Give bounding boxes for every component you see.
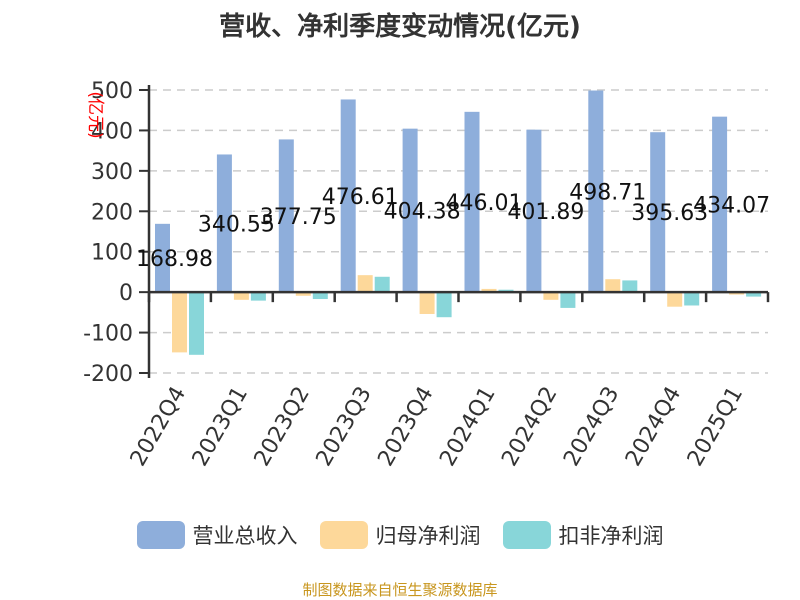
y-tick-label: 400 <box>91 119 133 144</box>
bar-1-2024Q1 <box>481 288 497 293</box>
y-tick-label: 0 <box>119 281 133 306</box>
bar-2-2023Q2 <box>312 292 328 300</box>
bar-0-2022Q4 <box>155 223 170 293</box>
legend-label: 营业总收入 <box>192 524 298 548</box>
data-label: 377.75 <box>260 205 337 230</box>
x-tick-label: 2023Q2 <box>250 383 315 471</box>
bar-0-2023Q4 <box>402 128 418 293</box>
x-tick-label: 2024Q2 <box>497 383 562 471</box>
bar-0-2023Q2 <box>278 139 294 293</box>
data-label: 446.01 <box>446 191 523 216</box>
bar-0-2025Q1 <box>712 116 728 293</box>
bar-1-2023Q2 <box>295 292 311 296</box>
x-tick-label: 2023Q1 <box>188 383 253 471</box>
x-tick-label: 2022Q4 <box>126 383 191 471</box>
bar-2-2023Q3 <box>374 276 390 293</box>
legend-swatch <box>502 521 551 549</box>
bar-0-2024Q2 <box>526 129 542 293</box>
y-tick-label: -100 <box>83 322 133 347</box>
bar-0-2024Q4 <box>650 132 666 293</box>
legend-label: 扣非净利润 <box>558 524 664 548</box>
data-label: 168.98 <box>136 247 213 272</box>
bar-1-2023Q4 <box>419 292 435 314</box>
bar-0-2023Q1 <box>216 154 232 293</box>
bar-0-2024Q3 <box>588 90 604 293</box>
x-tick-label: 2023Q4 <box>373 383 438 471</box>
x-tick-label: 2024Q3 <box>559 383 624 471</box>
y-axis-label: (亿元) <box>85 91 105 138</box>
bar-1-2022Q4 <box>172 292 187 353</box>
legend-item-deducted-net-profit[interactable]: 扣非净利润 <box>502 520 664 550</box>
data-label: 340.55 <box>198 212 275 237</box>
data-label: 476.61 <box>322 185 399 210</box>
legend-swatch <box>136 521 185 549</box>
y-tick-label: 200 <box>91 200 133 225</box>
source-footer: 制图数据来自恒生聚源数据库 <box>302 581 498 599</box>
data-label: 401.89 <box>507 200 584 225</box>
chart-title: 营收、净利季度变动情况(亿元) <box>219 12 581 42</box>
y-tick-label: -200 <box>83 362 133 387</box>
data-label: 404.38 <box>384 199 461 224</box>
bar-2-2024Q3 <box>622 280 638 293</box>
x-tick-label: 2023Q3 <box>312 383 377 471</box>
x-tick-label: 2024Q1 <box>435 383 500 471</box>
x-tick-label: 2025Q1 <box>683 383 748 471</box>
bar-1-2024Q2 <box>543 292 559 300</box>
bar-1-2023Q3 <box>357 275 373 293</box>
data-label: 498.71 <box>569 180 646 205</box>
y-tick-label: 300 <box>91 160 133 185</box>
bar-1-2023Q1 <box>233 292 249 300</box>
bar-0-2024Q1 <box>464 111 480 293</box>
bar-2-2024Q2 <box>560 292 576 308</box>
x-tick-label: 2024Q4 <box>621 383 686 471</box>
bar-2-2023Q4 <box>436 292 452 318</box>
y-tick-label: 500 <box>91 79 133 104</box>
legend-swatch <box>319 521 368 549</box>
legend-item-revenue[interactable]: 营业总收入 <box>136 520 298 550</box>
bar-2-2025Q1 <box>746 292 762 297</box>
bar-2-2022Q4 <box>189 292 204 355</box>
bar-1-2024Q3 <box>605 279 621 293</box>
y-tick-label: 100 <box>91 241 133 266</box>
data-label: 434.07 <box>693 193 770 218</box>
legend-item-net-profit[interactable]: 归母净利润 <box>319 520 481 550</box>
bar-2-2023Q1 <box>250 292 266 301</box>
data-label: 395.63 <box>631 201 708 226</box>
bar-0-2023Q3 <box>340 99 356 293</box>
legend: 营业总收入 归母净利润 扣非净利润 <box>0 520 800 550</box>
bar-1-2024Q4 <box>667 292 683 307</box>
bar-2-2024Q4 <box>684 292 700 306</box>
legend-label: 归母净利润 <box>375 524 481 548</box>
